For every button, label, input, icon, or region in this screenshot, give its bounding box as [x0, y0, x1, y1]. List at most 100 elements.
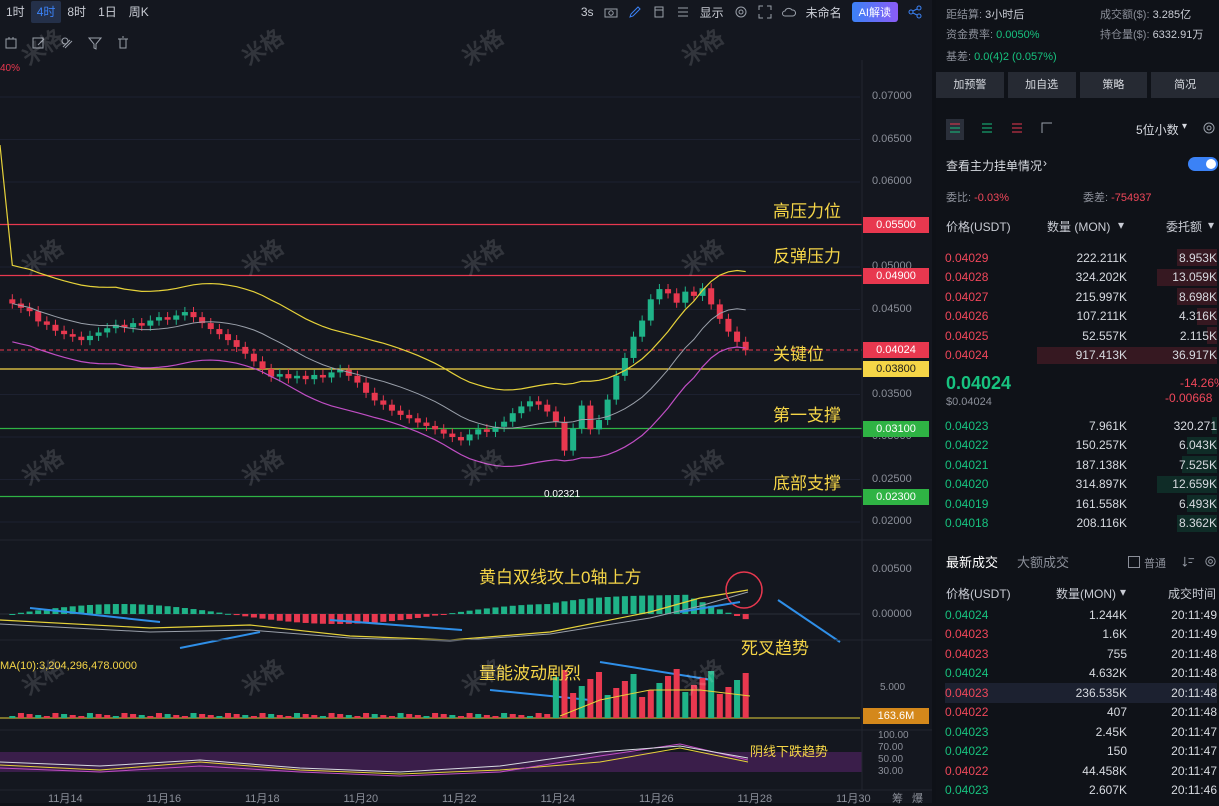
timeframe-4h[interactable]: 4时 [30, 1, 62, 23]
list-icon[interactable] [676, 5, 690, 19]
view-asks-icon[interactable] [1010, 121, 1024, 135]
orderbook-row[interactable]: 0.04021 187.138K 7.525K [945, 455, 1217, 475]
price-chart[interactable] [0, 0, 932, 803]
chevron-down-icon[interactable]: ▾ [1182, 121, 1188, 132]
orderbook-row[interactable]: 0.04026 107.211K 4.316K [945, 307, 1217, 327]
timeframe-1w[interactable]: 周K [128, 5, 149, 19]
share-icon[interactable] [908, 5, 922, 19]
orderbook-row[interactable]: 0.04023 7.961K 320.271 [945, 416, 1217, 436]
candle-body [268, 369, 275, 377]
trade-row[interactable]: 0.04024 4.632K 20:11:48 [945, 664, 1217, 684]
candle-body [181, 312, 188, 316]
interval-button[interactable]: 3s [580, 5, 594, 19]
strategy-button[interactable]: 策略 [1079, 72, 1148, 98]
candle-body [121, 324, 128, 328]
annotation-rebound-resistance: 反弹压力 [773, 247, 841, 266]
tab-latest-trades[interactable]: 最新成交 [946, 555, 999, 570]
cloud-icon[interactable] [781, 5, 796, 19]
timeframe-8h[interactable]: 8时 [67, 5, 87, 19]
candle-body [345, 369, 352, 376]
sort-icon[interactable] [1182, 555, 1195, 568]
trade-row[interactable]: 0.04023 2.45K 20:11:47 [945, 722, 1217, 742]
low-price-label: 0.02321 [544, 489, 581, 500]
macd-bar [595, 597, 603, 614]
tr-col-qty[interactable]: 数量(MON) [1056, 587, 1116, 601]
rsi-axis-tick: 30.00 [878, 766, 904, 777]
ob-col-qty[interactable]: 数量 (MON) [1047, 220, 1111, 234]
camera-icon[interactable] [604, 5, 618, 19]
fullscreen-icon[interactable] [758, 5, 772, 19]
timeframe-1h[interactable]: 1时 [6, 5, 25, 19]
trade-row[interactable]: 0.04023 755 20:11:48 [945, 644, 1217, 664]
orderbook-row[interactable]: 0.04028 324.202K 13.059K [945, 268, 1217, 288]
template-icon[interactable] [652, 5, 666, 19]
view-bids-icon[interactable] [980, 121, 994, 135]
ob-col-amount[interactable]: 委托额 [1166, 220, 1203, 234]
trade-row[interactable]: 0.04023 2.607K 20:11:46 [945, 781, 1217, 801]
orderbook-row[interactable]: 0.04027 215.997K 8.698K [945, 287, 1217, 307]
chart-pane[interactable]: 1时 4时 8时 1日 周K 3s 显示 未命名 AI解读 40% 0.0700… [0, 0, 932, 805]
ratio-stat: 委比: -0.03% [946, 192, 1009, 204]
main-orders-link[interactable]: 查看主力挂单情况 [946, 159, 1043, 173]
normal-checkbox[interactable] [1128, 556, 1140, 568]
candle-body [673, 293, 680, 303]
volume-bar [52, 713, 59, 718]
candle-body [69, 334, 76, 337]
magnet-icon[interactable] [60, 36, 74, 50]
macd-axis-tick: 0.00000 [872, 608, 912, 620]
macd-bar [207, 611, 214, 614]
orderbook-row[interactable]: 0.04020 314.897K 12.659K [945, 475, 1217, 495]
trade-row[interactable]: 0.04022 44.458K 20:11:47 [945, 761, 1217, 781]
trash-icon[interactable] [116, 36, 130, 50]
trade-price: 0.04024 [945, 666, 989, 681]
ai-analysis-button[interactable]: AI解读 [851, 2, 898, 22]
layout-name-dropdown[interactable]: 未命名 [805, 5, 842, 20]
macd-bar [95, 604, 102, 614]
volume-bar [647, 690, 654, 718]
macd-bar [17, 612, 24, 614]
trade-row[interactable]: 0.04023 1.6K 20:11:49 [945, 625, 1217, 645]
timeframe-1d[interactable]: 1日 [98, 5, 117, 19]
pencil-icon[interactable] [628, 5, 642, 19]
volume-bar [475, 714, 482, 718]
orderbook-row[interactable]: 0.04029 222.211K 8.953K [945, 248, 1217, 268]
volume-bar [432, 713, 439, 718]
orderbook-row[interactable]: 0.04018 208.116K 8.362K [945, 514, 1217, 534]
orderbook-row[interactable]: 0.04024 917.413K 36.917K [945, 346, 1217, 366]
trade-row[interactable]: 0.04023 236.535K 20:11:48 [945, 683, 1217, 703]
orderbook-row[interactable]: 0.04022 150.257K 6.043K [945, 436, 1217, 456]
orderbook-amount: 8.698K [1178, 289, 1217, 304]
orderbook-price: 0.04018 [945, 516, 989, 531]
trade-row[interactable]: 0.04024 1.244K 20:11:49 [945, 605, 1217, 625]
orderbook-amount: 8.362K [1178, 516, 1217, 531]
add-watchlist-button[interactable]: 加自选 [1007, 72, 1076, 98]
main-orders-toggle[interactable] [1188, 157, 1218, 171]
settings-icon[interactable] [1202, 121, 1216, 135]
volume-bar [285, 716, 292, 718]
edit-layer-icon[interactable] [32, 36, 46, 50]
settings-icon[interactable] [1204, 555, 1217, 568]
tab-large-trades[interactable]: 大额成交 [1017, 555, 1070, 570]
add-alert-button[interactable]: 加预警 [936, 72, 1004, 98]
display-button[interactable]: 显示 [699, 5, 724, 20]
macd-bar [86, 604, 93, 614]
drawing-tool-icon[interactable] [4, 36, 18, 50]
volume-bar [207, 715, 214, 718]
settings-icon[interactable] [734, 5, 748, 19]
orderbook-row[interactable]: 0.04025 52.557K 2.115K [945, 326, 1217, 346]
annotation-death-cross: 死叉趋势 [741, 639, 809, 658]
depth-icon[interactable] [1040, 121, 1054, 135]
candle-body [9, 299, 16, 304]
overview-button[interactable]: 简况 [1151, 72, 1219, 98]
decimals-dropdown[interactable]: 5位小数 [1136, 123, 1179, 137]
volume-bar [621, 681, 628, 718]
trade-row[interactable]: 0.04022 407 20:11:48 [945, 703, 1217, 723]
volume-bar [501, 713, 508, 718]
volume-bar [552, 677, 559, 718]
trade-row[interactable]: 0.04022 150 20:11:47 [945, 742, 1217, 762]
view-both-icon[interactable] [946, 119, 964, 140]
filter-icon[interactable] [88, 36, 102, 50]
volume-bar [43, 716, 50, 718]
orderbook-row[interactable]: 0.04019 161.558K 6.493K [945, 494, 1217, 514]
macd-bar [587, 598, 594, 614]
